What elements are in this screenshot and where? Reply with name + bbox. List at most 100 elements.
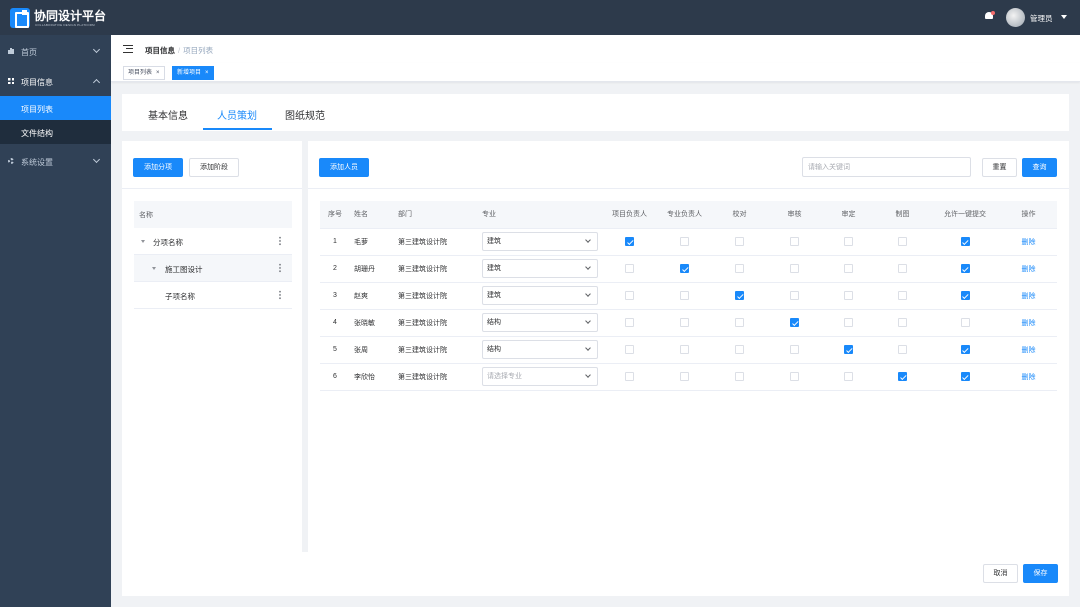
discipline-lead-checkbox[interactable] (680, 318, 689, 327)
drafting-checkbox[interactable] (898, 291, 907, 300)
drafting-checkbox[interactable] (898, 318, 907, 327)
sidebar-item-settings[interactable]: 系统设置 (0, 148, 111, 175)
cell-proofread (712, 363, 767, 391)
sidebar-item-project-info[interactable]: 项目信息 (0, 68, 111, 95)
bell-icon[interactable] (985, 11, 995, 21)
project-lead-checkbox[interactable] (625, 345, 634, 354)
project-lead-checkbox[interactable] (625, 264, 634, 273)
approve-checkbox[interactable] (844, 291, 853, 300)
add-subitem-button[interactable]: 添加分项 (133, 158, 183, 177)
tab-basic-info[interactable]: 基本信息 (148, 111, 188, 122)
cell-no: 2 (320, 255, 350, 283)
breadcrumb-parent[interactable]: 项目信息 (145, 46, 175, 55)
project-lead-checkbox[interactable] (625, 372, 634, 381)
one-click-submit-checkbox[interactable] (960, 291, 970, 300)
major-select[interactable]: 建筑 (482, 232, 598, 251)
cell-major: 结构 (478, 336, 602, 364)
approve-checkbox[interactable] (844, 345, 853, 354)
reset-button[interactable]: 重置 (982, 158, 1017, 177)
more-icon[interactable] (279, 263, 281, 273)
review-checkbox[interactable] (790, 318, 799, 327)
major-select[interactable]: 结构 (482, 313, 598, 332)
cell-proofread (712, 309, 767, 337)
close-icon[interactable]: × (205, 70, 209, 76)
one-click-submit-checkbox[interactable] (960, 372, 970, 381)
drafting-checkbox[interactable] (898, 264, 907, 273)
tree-node-stage[interactable]: 施工图设计 (134, 255, 292, 282)
drafting-checkbox[interactable] (898, 345, 907, 354)
proofread-checkbox[interactable] (735, 237, 744, 246)
review-checkbox[interactable] (790, 345, 799, 354)
tree-node-child[interactable]: 子项名称 (134, 282, 292, 309)
approve-checkbox[interactable] (844, 264, 853, 273)
major-select[interactable]: 请选择专业 (482, 367, 598, 386)
one-click-submit-checkbox[interactable] (960, 345, 970, 354)
tab-drawing-standards[interactable]: 图纸规范 (285, 111, 325, 122)
proofread-checkbox[interactable] (735, 372, 744, 381)
project-lead-checkbox[interactable] (625, 237, 634, 246)
delete-link[interactable]: 删除 (1021, 238, 1036, 246)
tag-new-project[interactable]: 新增项目 × (172, 66, 214, 80)
delete-link[interactable]: 删除 (1021, 373, 1036, 381)
caret-down-icon[interactable] (141, 240, 145, 243)
sidebar-item-home[interactable]: 首页 (0, 38, 111, 65)
approve-checkbox[interactable] (844, 372, 853, 381)
delete-link[interactable]: 删除 (1021, 292, 1036, 300)
one-click-submit-checkbox[interactable] (960, 237, 970, 246)
avatar[interactable] (1006, 8, 1025, 27)
gear-icon (8, 158, 14, 164)
cell-discipline-lead (657, 309, 712, 337)
review-checkbox[interactable] (790, 372, 799, 381)
review-checkbox[interactable] (790, 237, 799, 246)
more-icon[interactable] (279, 290, 281, 300)
user-name[interactable]: 管理员 (1030, 14, 1053, 23)
delete-link[interactable]: 删除 (1021, 265, 1036, 273)
tag-project-list[interactable]: 项目列表 × (123, 66, 165, 80)
cell-approve (822, 309, 875, 337)
project-lead-checkbox[interactable] (625, 318, 634, 327)
discipline-lead-checkbox[interactable] (680, 264, 689, 273)
cell-project-lead (602, 336, 657, 364)
delete-link[interactable]: 删除 (1021, 346, 1036, 354)
cancel-button[interactable]: 取消 (983, 564, 1018, 583)
review-checkbox[interactable] (790, 264, 799, 273)
drafting-checkbox[interactable] (898, 372, 907, 381)
add-person-button[interactable]: 添加人员 (319, 158, 369, 177)
top-bar: 协同设计平台 COLLABORATIVE DESIGN PLATFORM 管理员 (0, 0, 1080, 35)
major-select-value: 结构 (487, 319, 501, 326)
sidebar-item-project-list[interactable]: 项目列表 (0, 96, 111, 120)
one-click-submit-checkbox[interactable] (960, 318, 970, 327)
project-lead-checkbox[interactable] (625, 291, 634, 300)
more-icon[interactable] (279, 236, 281, 246)
proofread-checkbox[interactable] (735, 345, 744, 354)
major-select[interactable]: 建筑 (482, 286, 598, 305)
approve-checkbox[interactable] (844, 237, 853, 246)
query-button[interactable]: 查询 (1022, 158, 1057, 177)
discipline-lead-checkbox[interactable] (680, 345, 689, 354)
approve-checkbox[interactable] (844, 318, 853, 327)
proofread-checkbox[interactable] (735, 264, 744, 273)
major-select[interactable]: 结构 (482, 340, 598, 359)
delete-link[interactable]: 删除 (1021, 319, 1036, 327)
save-button[interactable]: 保存 (1023, 564, 1058, 583)
sidebar-item-file-structure[interactable]: 文件结构 (0, 120, 111, 144)
caret-down-icon[interactable] (152, 267, 156, 270)
tree-node-subitem[interactable]: 分项名称 (134, 228, 292, 255)
hamburger-icon[interactable] (123, 45, 133, 53)
caret-down-icon[interactable] (1061, 15, 1067, 19)
search-input[interactable] (802, 157, 971, 177)
app-logo-icon (10, 8, 30, 28)
proofread-checkbox[interactable] (735, 318, 744, 327)
close-icon[interactable]: × (156, 70, 160, 76)
cell-no: 6 (320, 363, 350, 391)
tab-personnel-planning[interactable]: 人员策划 (217, 111, 257, 122)
discipline-lead-checkbox[interactable] (680, 372, 689, 381)
discipline-lead-checkbox[interactable] (680, 237, 689, 246)
drafting-checkbox[interactable] (898, 237, 907, 246)
discipline-lead-checkbox[interactable] (680, 291, 689, 300)
major-select[interactable]: 建筑 (482, 259, 598, 278)
proofread-checkbox[interactable] (735, 291, 744, 300)
one-click-submit-checkbox[interactable] (960, 264, 970, 273)
review-checkbox[interactable] (790, 291, 799, 300)
add-stage-button[interactable]: 添加阶段 (189, 158, 239, 177)
